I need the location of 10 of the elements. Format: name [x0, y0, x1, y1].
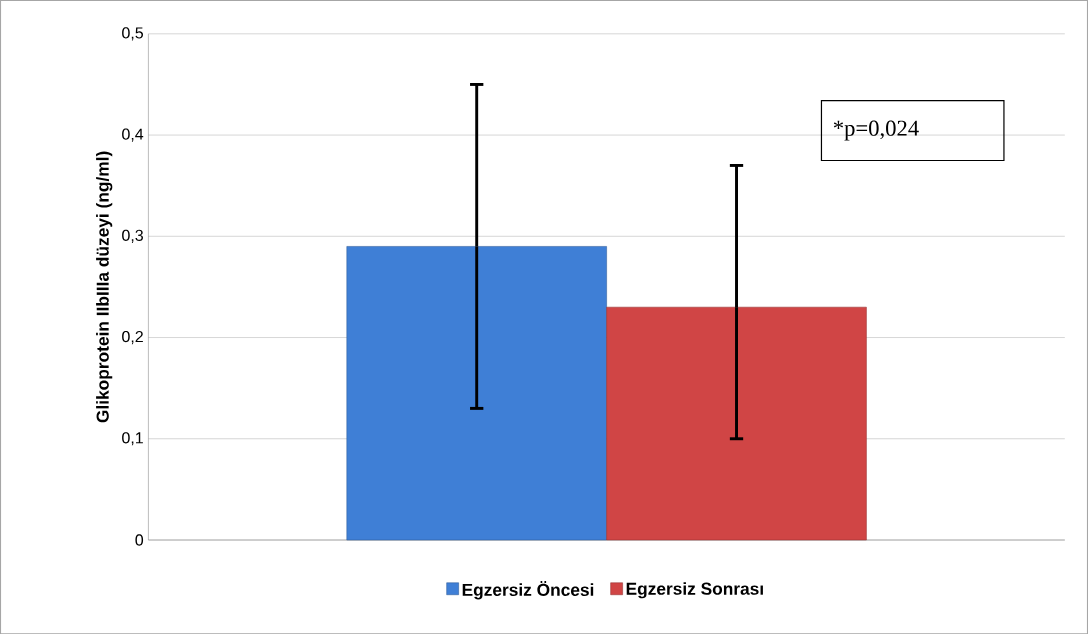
annotation: *p=0,024	[833, 120, 919, 141]
y-tick-label: 0,3	[122, 229, 143, 243]
y-tick-label: 0,5	[122, 27, 144, 41]
y-tick-label: 0,2	[122, 330, 143, 344]
y-tick-label: 0,1	[122, 431, 143, 446]
legend-label: Egzersiz Sonrası	[626, 581, 763, 599]
y-axis-title: Glikoprotein IIbIIIa düzeyi (ng/ml)	[96, 151, 113, 423]
y-tick-label: 0	[135, 534, 144, 546]
legend-label: Egzersiz Öncesi	[462, 580, 594, 600]
y-tick-label: 0,4	[122, 128, 144, 142]
